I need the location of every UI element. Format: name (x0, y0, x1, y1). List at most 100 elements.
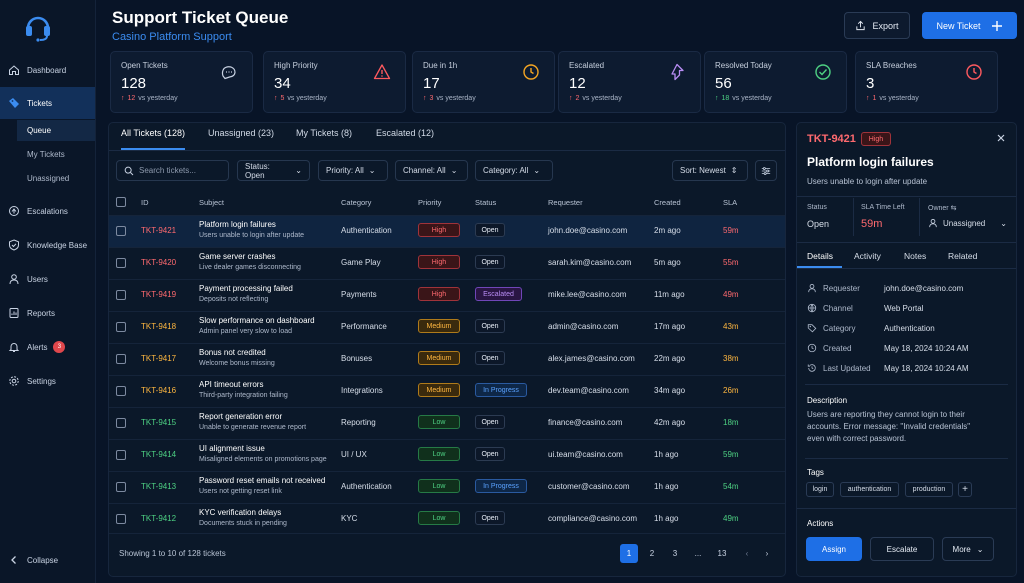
row-checkbox[interactable] (116, 322, 126, 332)
priority-filter-dropdown[interactable]: Priority: All ⌄ (318, 160, 388, 181)
detail-tab-related[interactable]: Related (948, 251, 978, 261)
tab-all-tickets[interactable]: All Tickets (128) (121, 128, 186, 150)
tab-unassigned[interactable]: Unassigned (23) (208, 128, 275, 138)
table-row[interactable] (109, 279, 785, 311)
detail-tab-notes[interactable]: Notes (904, 251, 927, 261)
next-page-icon[interactable]: › (765, 549, 769, 558)
tab-escalated[interactable]: Escalated (12) (376, 128, 435, 138)
search-input[interactable]: Search tickets... (116, 160, 229, 181)
table-row[interactable] (109, 343, 785, 375)
filter-settings-button[interactable] (755, 160, 777, 181)
sidebar-subitem-unassigned[interactable]: Unassigned (17, 168, 95, 189)
category-filter-dropdown[interactable]: Category: All ⌄ (475, 160, 553, 181)
row-checkbox[interactable] (116, 418, 126, 428)
ticket-subject[interactable]: Bonus not credited (199, 348, 266, 357)
detail-tab-details[interactable]: Details (807, 251, 833, 261)
row-checkbox[interactable] (116, 386, 126, 396)
kpi-card-escalated[interactable]: Escalated 12 ↑ 2 vs yesterday (558, 51, 701, 113)
tag-chip[interactable]: authentication (840, 482, 899, 497)
ticket-subject[interactable]: Report generation error (199, 412, 283, 421)
sidebar-item-settings[interactable]: Settings (0, 365, 95, 397)
row-checkbox[interactable] (116, 290, 126, 300)
ticket-id-link[interactable]: TKT-9414 (141, 450, 177, 459)
prev-page-icon[interactable]: ‹ (745, 549, 749, 558)
ticket-id-link[interactable]: TKT-9412 (141, 514, 177, 523)
tag-chip[interactable]: login (806, 482, 834, 497)
export-button[interactable]: Export (844, 12, 910, 39)
column-header-category[interactable]: Category (341, 198, 372, 207)
edit-owner-icon[interactable]: ⇆ (950, 205, 957, 212)
table-row[interactable] (109, 311, 785, 343)
table-row[interactable] (109, 503, 785, 535)
ticket-id-link[interactable]: TKT-9416 (141, 386, 177, 395)
detail-tab-activity[interactable]: Activity (854, 251, 881, 261)
select-all-checkbox[interactable] (116, 197, 126, 207)
column-header-subject[interactable]: Subject (199, 198, 225, 207)
close-icon[interactable] (996, 133, 1006, 143)
ticket-id-link[interactable]: TKT-9419 (141, 290, 177, 299)
kpi-card-sla-breaches[interactable]: SLA Breaches 3 ↑ 1 vs yesterday (855, 51, 998, 113)
column-header-id[interactable]: ID (141, 198, 149, 207)
escalate-button[interactable]: Escalate (870, 537, 934, 561)
sidebar-item-tickets[interactable]: Tickets (0, 87, 95, 119)
ticket-subject[interactable]: Game server crashes (199, 252, 276, 261)
ticket-subject[interactable]: Password reset emails not received (199, 476, 326, 485)
ticket-subject[interactable]: KYC verification delays (199, 508, 282, 517)
row-checkbox[interactable] (116, 258, 126, 268)
ticket-id-link[interactable]: TKT-9420 (141, 258, 177, 267)
assign-button[interactable]: Assign (806, 537, 862, 561)
ticket-id-link[interactable]: TKT-9421 (141, 226, 177, 235)
row-checkbox[interactable] (116, 354, 126, 364)
column-header-created[interactable]: Created (654, 198, 681, 207)
sort-dropdown[interactable]: Sort: Newest ⇕ (672, 160, 748, 181)
add-tag-button[interactable]: + (958, 482, 972, 497)
channel-filter-dropdown[interactable]: Channel: All ⌄ (395, 160, 468, 181)
kpi-card-open-tickets[interactable]: Open Tickets 128 ↑ 12 vs yesterday (110, 51, 253, 113)
column-header-status[interactable]: Status (475, 198, 497, 207)
page-13-button[interactable]: 13 (717, 549, 727, 558)
row-checkbox[interactable] (116, 226, 126, 236)
row-checkbox[interactable] (116, 514, 126, 524)
table-row[interactable] (109, 247, 785, 279)
ticket-subject[interactable]: Platform login failures (199, 220, 276, 229)
row-checkbox[interactable] (116, 450, 126, 460)
collapse-button[interactable]: Collapse (0, 544, 95, 576)
page-1-button[interactable]: 1 (620, 544, 638, 563)
row-checkbox[interactable] (116, 482, 126, 492)
sidebar-item-dashboard[interactable]: Dashboard (0, 54, 95, 86)
table-row[interactable] (109, 439, 785, 471)
sidebar-item-reports[interactable]: Reports (0, 297, 95, 329)
sidebar-item-escalations[interactable]: Escalations (0, 195, 95, 227)
sidebar-item-alerts[interactable]: Alerts 3 (0, 331, 95, 363)
ticket-id-link[interactable]: TKT-9417 (141, 354, 177, 363)
owner-dropdown[interactable]: Unassigned ⌄ (928, 218, 1007, 228)
sidebar-subitem-my-tickets[interactable]: My Tickets (17, 144, 95, 165)
field-value: May 18, 2024 10:24 AM (884, 344, 969, 353)
kpi-card-resolved-today[interactable]: Resolved Today 56 ↑ 18 vs yesterday (704, 51, 847, 113)
page-2-button[interactable]: 2 (649, 549, 655, 558)
more-actions-dropdown[interactable]: More ⌄ (942, 537, 994, 561)
tab-my-tickets[interactable]: My Tickets (8) (296, 128, 353, 138)
column-header-sla[interactable]: SLA (723, 198, 738, 207)
table-row[interactable] (109, 375, 785, 407)
column-header-priority[interactable]: Priority (418, 198, 442, 207)
column-header-requester[interactable]: Requester (548, 198, 583, 207)
new-ticket-button[interactable]: New Ticket (922, 12, 1017, 39)
table-row[interactable] (109, 407, 785, 439)
ticket-subject[interactable]: API timeout errors (199, 380, 264, 389)
table-row[interactable] (109, 471, 785, 503)
kpi-card-due-in-1h[interactable]: Due in 1h 17 ↑ 3 vs yesterday (412, 51, 555, 113)
ticket-id-link[interactable]: TKT-9415 (141, 418, 177, 427)
ticket-subject[interactable]: UI alignment issue (199, 444, 265, 453)
status-filter-dropdown[interactable]: Status: Open ⌄ (237, 160, 310, 181)
ticket-id-link[interactable]: TKT-9413 (141, 482, 177, 491)
sidebar-item-knowledge-base[interactable]: Knowledge Base (0, 229, 95, 261)
sidebar-subitem-queue[interactable]: Queue (17, 120, 95, 141)
sidebar-item-users[interactable]: Users (0, 263, 95, 295)
tag-chip[interactable]: production (905, 482, 953, 497)
page-3-button[interactable]: 3 (672, 549, 678, 558)
kpi-card-high-priority[interactable]: High Priority 34 ↑ 5 vs yesterday (263, 51, 406, 113)
ticket-subject[interactable]: Slow performance on dashboard (199, 316, 315, 325)
ticket-subject[interactable]: Payment processing failed (199, 284, 293, 293)
ticket-id-link[interactable]: TKT-9418 (141, 322, 177, 331)
